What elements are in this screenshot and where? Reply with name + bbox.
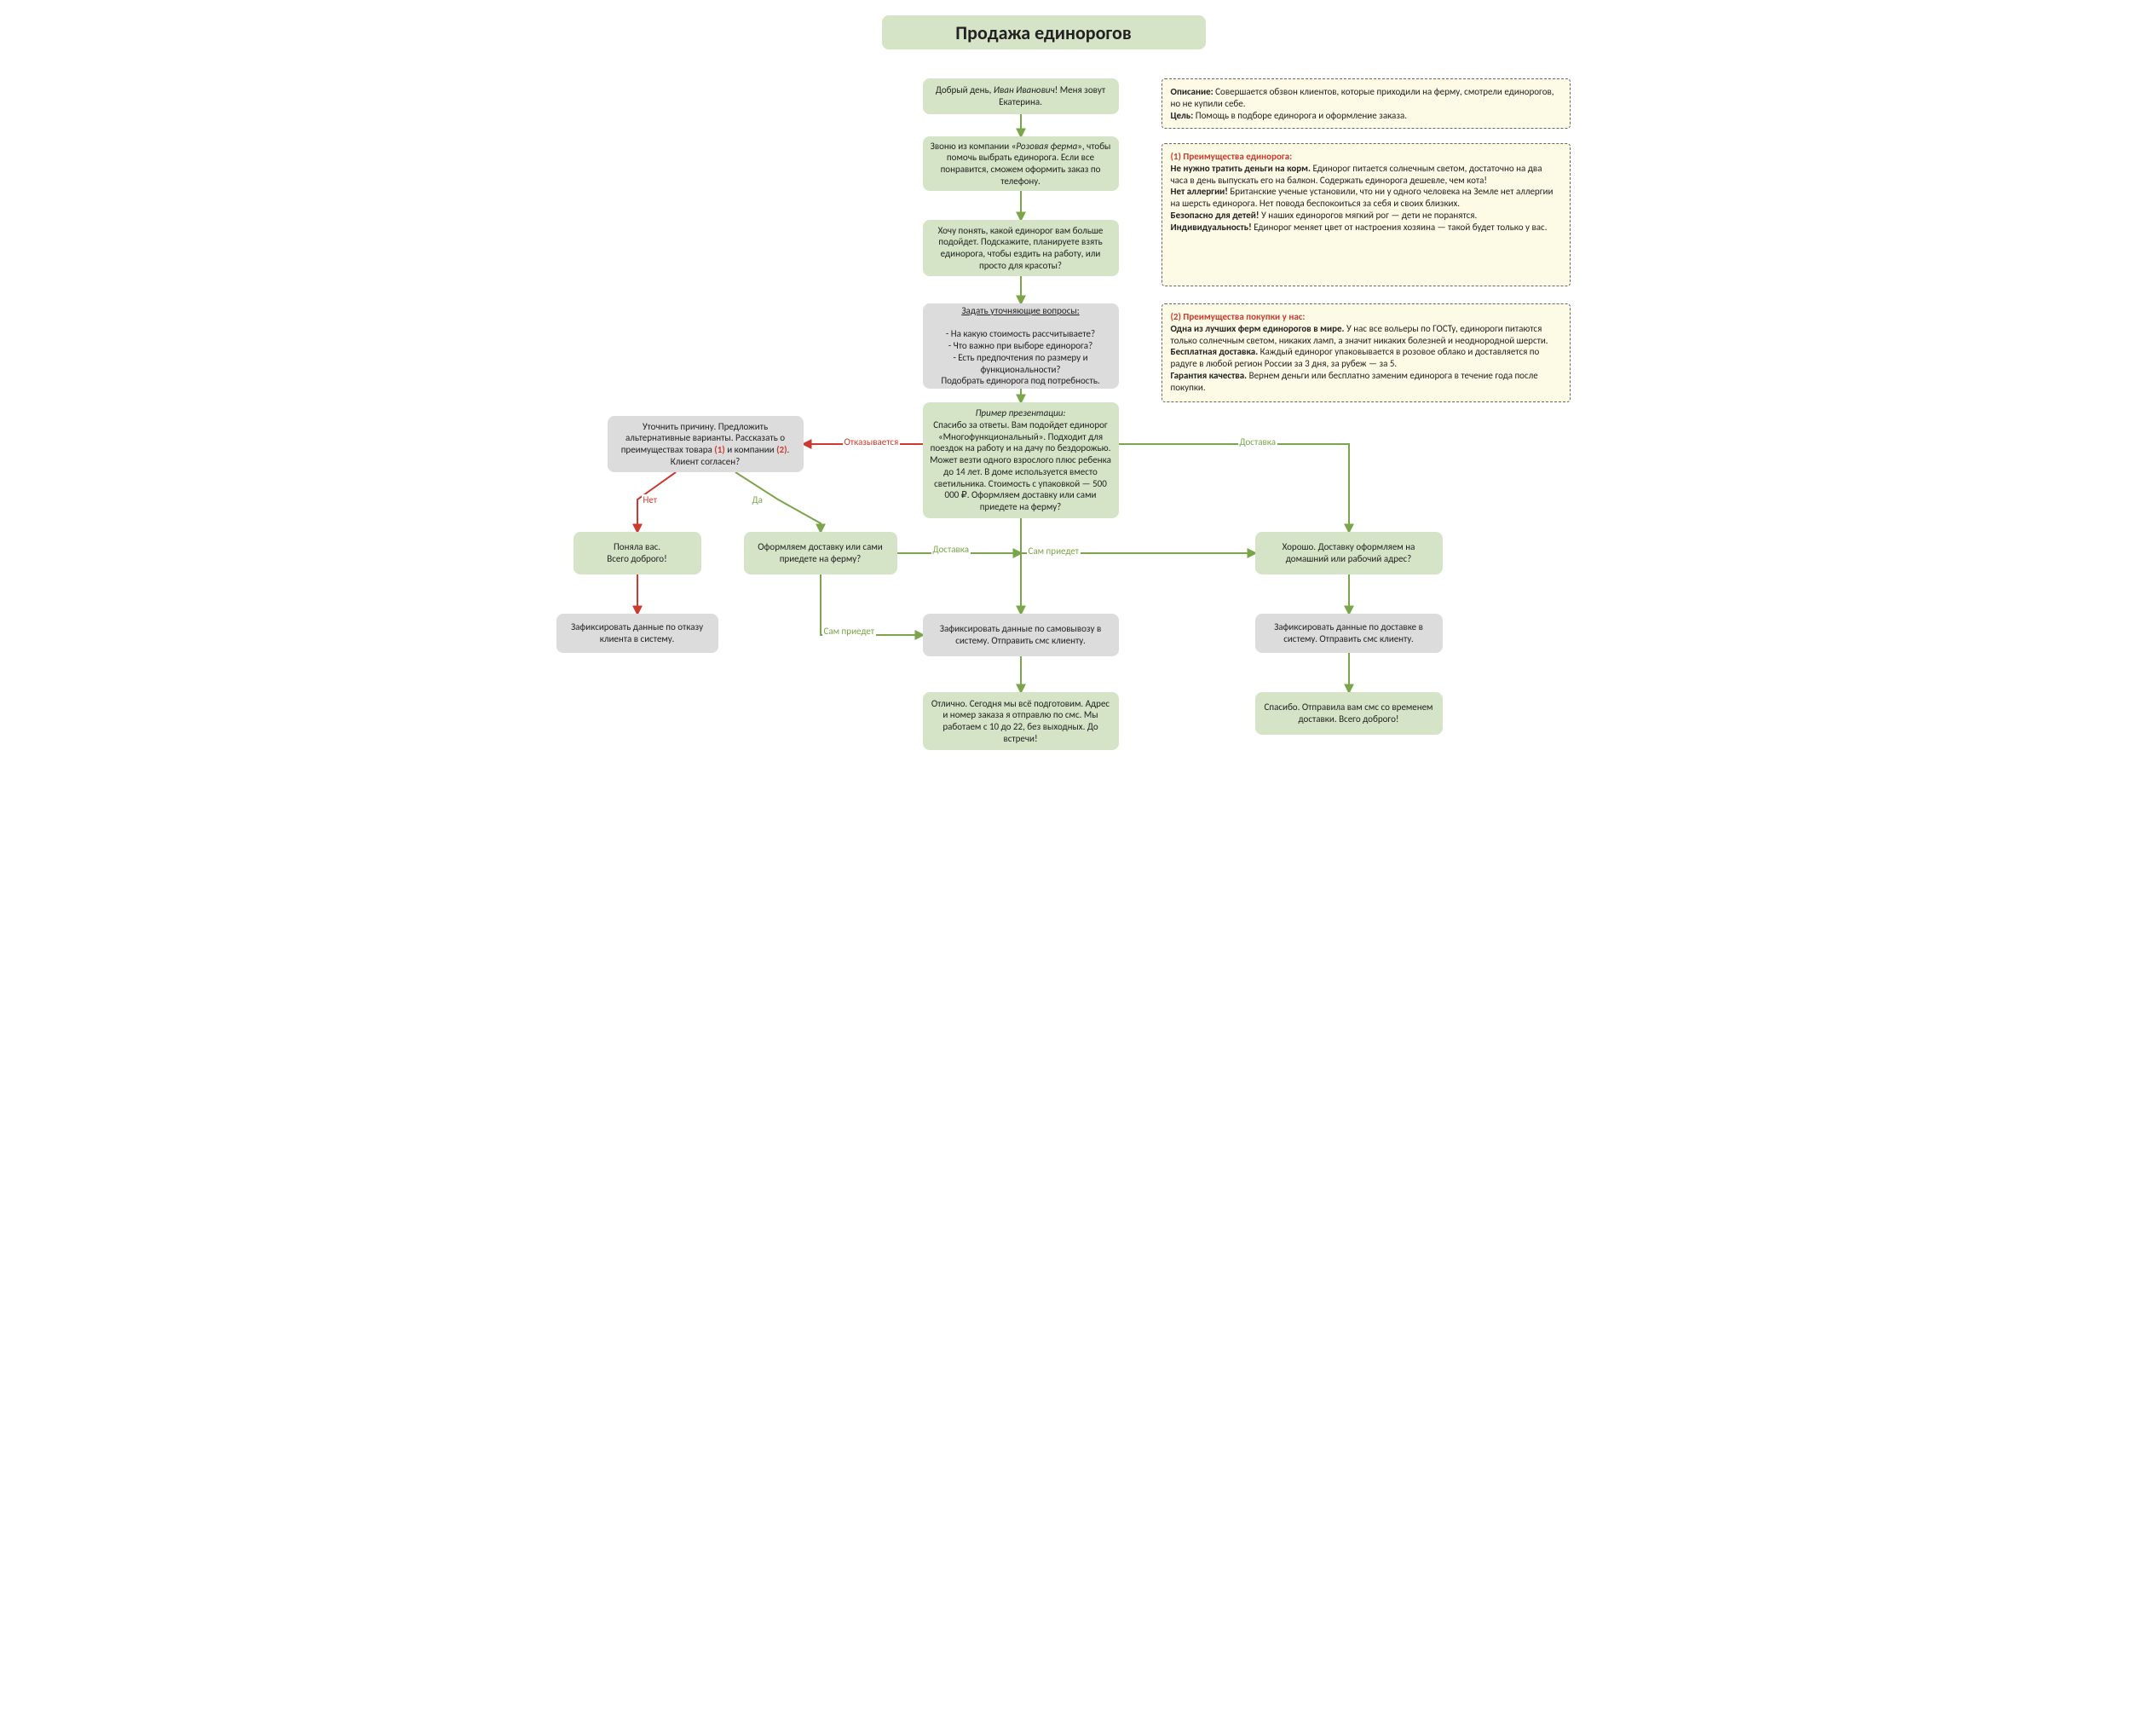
info-note-info2: (1) Преимущества единорога:Не нужно трат…	[1162, 143, 1571, 286]
flow-node-n3: Хочу понять, какой единорог вам больше п…	[923, 220, 1119, 276]
edge-label-10: Доставка	[931, 544, 971, 555]
flow-node-n6: Уточнить причину. Предложить альтернатив…	[608, 416, 804, 472]
page-title: Продажа единорогов	[882, 15, 1206, 49]
flow-node-n12: Зафиксировать данные по доставке в систе…	[1255, 614, 1443, 653]
edge-label-7: Да	[751, 494, 764, 505]
flow-node-n8: Зафиксировать данные по отказу клиента в…	[556, 614, 718, 653]
edge-7	[735, 472, 821, 532]
edge-label-4: Отказывается	[843, 436, 901, 447]
edge-5	[1119, 444, 1349, 532]
edge-label-6: Нет	[642, 494, 660, 505]
flow-node-n4: Задать уточняющие вопросы:- На какую сто…	[923, 303, 1119, 389]
flow-node-n7: Поняла вас.Всего доброго!	[574, 532, 701, 574]
flow-node-n14: Спасибо. Отправила вам смс со временем д…	[1255, 692, 1443, 735]
flow-node-n5: Пример презентации:Спасибо за ответы. Ва…	[923, 402, 1119, 518]
flow-node-n13: Отлично. Сегодня мы всё подготовим. Адре…	[923, 692, 1119, 750]
edge-label-5: Доставка	[1238, 436, 1277, 447]
info-note-info1: Описание: Совершается обзвон клиентов, к…	[1162, 78, 1571, 129]
flow-node-n1: Добрый день, Иван Иванович! Меня зовут Е…	[923, 78, 1119, 114]
flowchart-canvas: Продажа единорогов Добрый день, Иван Иван…	[539, 0, 1617, 866]
flow-node-n11: Хорошо. Доставку оформляем на домашний и…	[1255, 532, 1443, 574]
flow-node-n9: Оформляем доставку или сами приедете на …	[744, 532, 897, 574]
edge-label-11: Сам приедет	[822, 626, 877, 637]
info-note-info3: (2) Преимущества покупки у нас:Одна из л…	[1162, 303, 1571, 402]
flow-node-n2: Звоню из компании «Розовая ферма», чтобы…	[923, 136, 1119, 191]
flow-node-n10: Зафиксировать данные по самовывозу в сис…	[923, 614, 1119, 656]
edge-label-9: Сам приедет	[1027, 546, 1081, 557]
